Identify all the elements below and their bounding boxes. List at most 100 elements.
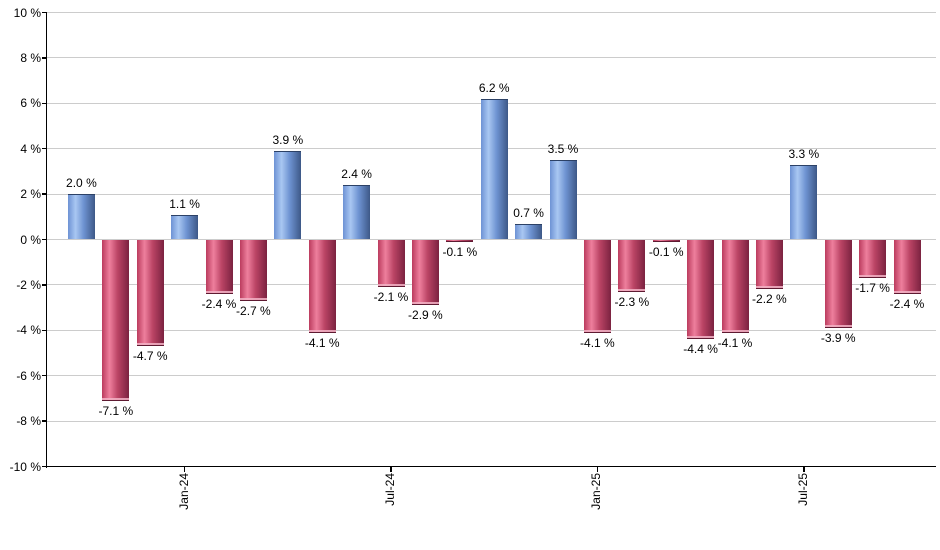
bar-value-label: -2.9 % <box>408 308 443 323</box>
gridline <box>47 375 936 377</box>
bar-value-label: -4.7 % <box>132 349 168 364</box>
bar-end-highlight <box>136 343 164 346</box>
bar-Mar-24 <box>239 239 267 301</box>
bar-end-highlight <box>618 288 646 291</box>
bar-Jan-24 <box>171 214 199 240</box>
bar-Jul-24 <box>377 239 405 288</box>
x-axis-tick-label: Jul-25 <box>795 472 810 506</box>
bar-value-label: 3.9 % <box>272 132 304 147</box>
bar-end-highlight <box>377 284 405 287</box>
bar-value-label: -2.4 % <box>201 296 237 311</box>
y-axis-tick <box>42 420 47 422</box>
y-axis-tick-label: -8 % <box>16 414 41 429</box>
bar-end-highlight <box>859 275 887 278</box>
bar-Jul-25 <box>790 164 818 240</box>
y-axis-tick-label: 6 % <box>20 96 41 111</box>
bar-value-label: -2.3 % <box>614 294 650 309</box>
bar-value-label: 0.7 % <box>513 205 544 220</box>
y-axis-tick-label: -6 % <box>16 368 41 383</box>
y-axis-tick <box>42 193 47 195</box>
bar-value-label: -4.1 % <box>580 335 615 350</box>
bar-May-24 <box>308 239 336 333</box>
bar-value-label: -4.1 % <box>717 335 753 350</box>
bar-value-label: 3.5 % <box>547 142 579 157</box>
bar-Dec-24 <box>549 160 577 240</box>
bar-end-highlight <box>411 302 439 305</box>
y-axis-tick-label: 4 % <box>20 141 41 156</box>
x-axis-tick <box>596 466 599 472</box>
bar-value-label: -2.4 % <box>889 296 925 311</box>
y-axis-tick <box>42 11 47 14</box>
y-axis-tick <box>42 102 47 105</box>
bar-end-highlight <box>239 297 267 300</box>
bar-Jun-24 <box>343 185 371 240</box>
bar-end-highlight <box>102 397 130 400</box>
bar-value-label: -3.9 % <box>820 331 856 346</box>
bar-Nov-23 <box>102 239 130 401</box>
bar-Oct-25 <box>893 239 921 294</box>
bar-Sep-24 <box>446 239 474 242</box>
bar-end-highlight <box>583 329 611 332</box>
bar-Aug-25 <box>824 239 852 329</box>
y-axis-line <box>45 12 47 468</box>
y-axis-tick-label: -10 % <box>9 459 41 474</box>
bar-value-label: 2.0 % <box>66 176 97 191</box>
x-axis-tick-label: Jan-25 <box>589 472 604 510</box>
bar-Feb-25 <box>618 239 646 292</box>
gridline <box>47 12 936 13</box>
bar-value-label: 3.3 % <box>788 146 820 161</box>
gridline <box>47 284 936 286</box>
bar-value-label: -1.7 % <box>855 281 890 296</box>
bar-value-label: -0.1 % <box>648 244 684 259</box>
bar-end-highlight <box>755 286 783 289</box>
y-axis-tick <box>42 374 47 377</box>
y-axis-tick <box>42 57 47 59</box>
x-axis-tick-label: Jul-24 <box>383 472 397 506</box>
y-axis-tick <box>42 284 47 286</box>
y-axis-tick-label: -4 % <box>16 323 41 338</box>
bar-Feb-24 <box>205 239 233 294</box>
bar-Jun-25 <box>755 239 783 290</box>
bar-Apr-24 <box>274 150 302 240</box>
y-axis-tick <box>42 465 47 468</box>
x-axis-tick <box>803 466 805 472</box>
bar-value-label: 6.2 % <box>478 80 510 95</box>
gridline <box>47 420 936 422</box>
x-axis-tick-label: Jan-24 <box>176 472 191 510</box>
bar-value-label: -7.1 % <box>98 403 134 418</box>
bar-end-highlight <box>687 336 715 339</box>
bar-end-highlight <box>308 329 336 332</box>
bar-Sep-25 <box>859 239 887 279</box>
bar-end-highlight <box>824 325 852 328</box>
bar-Oct-24 <box>480 98 508 240</box>
bar-Oct-23 <box>67 194 95 240</box>
bar-value-label: -2.2 % <box>752 292 787 307</box>
bar-value-label: 2.4 % <box>341 167 372 182</box>
bar-May-25 <box>721 239 749 333</box>
y-axis-tick <box>42 238 47 241</box>
bar-Dec-23 <box>136 239 164 347</box>
bar-end-highlight <box>893 290 921 293</box>
bar-Aug-24 <box>411 239 439 306</box>
bar-Jan-25 <box>583 239 611 333</box>
y-axis-tick-label: 10 % <box>13 5 41 20</box>
bar-Apr-25 <box>687 239 715 340</box>
x-axis-tick <box>183 466 186 472</box>
gridline <box>47 239 936 240</box>
x-axis-line <box>45 465 936 468</box>
y-axis-tick-label: 2 % <box>20 187 41 202</box>
bar-value-label: -2.7 % <box>236 303 271 318</box>
bar-end-highlight <box>205 290 233 293</box>
y-axis-tick <box>42 329 47 332</box>
bar-value-label: -2.1 % <box>373 290 409 305</box>
y-axis-tick <box>42 147 47 150</box>
x-axis-tick <box>390 466 392 472</box>
bar-value-label: -4.1 % <box>304 335 340 350</box>
bar-Nov-24 <box>515 223 543 240</box>
y-axis-tick-label: -2 % <box>16 277 41 292</box>
bar-value-label: -0.1 % <box>442 244 478 259</box>
gridline <box>47 329 936 331</box>
gridline <box>47 57 936 59</box>
